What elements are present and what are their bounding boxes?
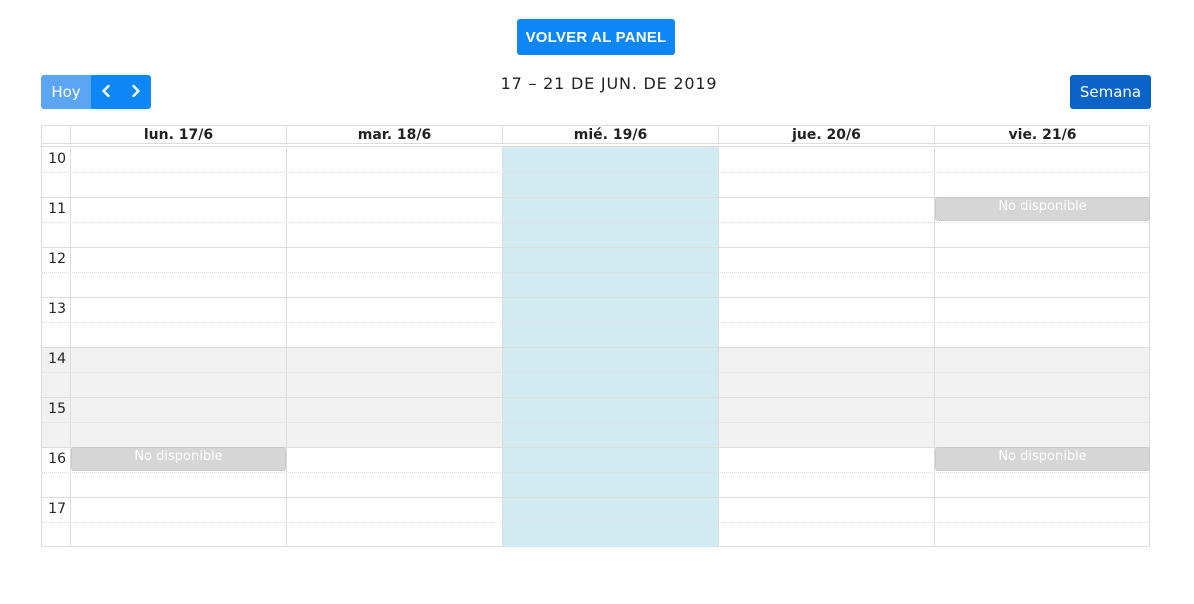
day-header-fri: vie. 21/6	[934, 126, 1150, 143]
next-week-button[interactable]	[121, 75, 151, 109]
slot-line	[42, 472, 1149, 473]
unavailable-event-fri-11[interactable]: No disponible	[935, 197, 1150, 221]
hour-label: 12	[48, 251, 66, 267]
hour-label: 10	[48, 151, 66, 167]
day-header-wed: mié. 19/6	[502, 126, 718, 143]
slot-line	[42, 322, 1149, 323]
hour-label: 16	[48, 451, 66, 467]
slot-line	[42, 247, 1149, 248]
slot-line	[42, 297, 1149, 298]
day-header-thu: jue. 20/6	[718, 126, 934, 143]
day-header-tue: mar. 18/6	[286, 126, 502, 143]
slot-line	[42, 347, 1149, 348]
hour-label: 14	[48, 351, 66, 367]
hour-label: 17	[48, 501, 66, 517]
day-header-row: lun. 17/6 mar. 18/6 mié. 19/6 jue. 20/6 …	[42, 126, 1149, 147]
prev-week-button[interactable]	[91, 75, 121, 109]
chevron-left-icon	[100, 83, 112, 102]
slot-line	[42, 197, 1149, 198]
slot-line	[42, 272, 1149, 273]
slot-line	[42, 397, 1149, 398]
back-to-panel-button[interactable]: VOLVER AL PANEL	[517, 19, 675, 55]
slot-line	[42, 522, 1149, 523]
week-view-button[interactable]: Semana	[1070, 75, 1151, 109]
slot-line	[42, 172, 1149, 173]
time-grid: 10 11 12 13 14 15 16 17 No disponible No…	[42, 147, 1150, 547]
unavailable-event-fri-16[interactable]: No disponible	[935, 447, 1150, 471]
navigation-button-group: Hoy	[41, 75, 151, 109]
calendar-grid: lun. 17/6 mar. 18/6 mié. 19/6 jue. 20/6 …	[41, 125, 1150, 547]
chevron-right-icon	[130, 83, 142, 102]
hour-label: 13	[48, 301, 66, 317]
hour-label: 15	[48, 401, 66, 417]
slot-line	[42, 497, 1149, 498]
hour-label: 11	[48, 201, 66, 217]
date-range-title: 17 – 21 DE JUN. DE 2019	[500, 74, 718, 93]
today-button[interactable]: Hoy	[41, 75, 91, 109]
unavailable-event-mon-16[interactable]: No disponible	[71, 447, 286, 471]
time-axis: 10 11 12 13 14 15 16 17	[42, 147, 70, 547]
day-header-mon: lun. 17/6	[70, 126, 286, 143]
header-axis-cell	[42, 126, 70, 143]
slot-line	[42, 372, 1149, 373]
slot-line	[42, 222, 1149, 223]
slot-line	[42, 447, 1149, 448]
slot-line	[42, 422, 1149, 423]
